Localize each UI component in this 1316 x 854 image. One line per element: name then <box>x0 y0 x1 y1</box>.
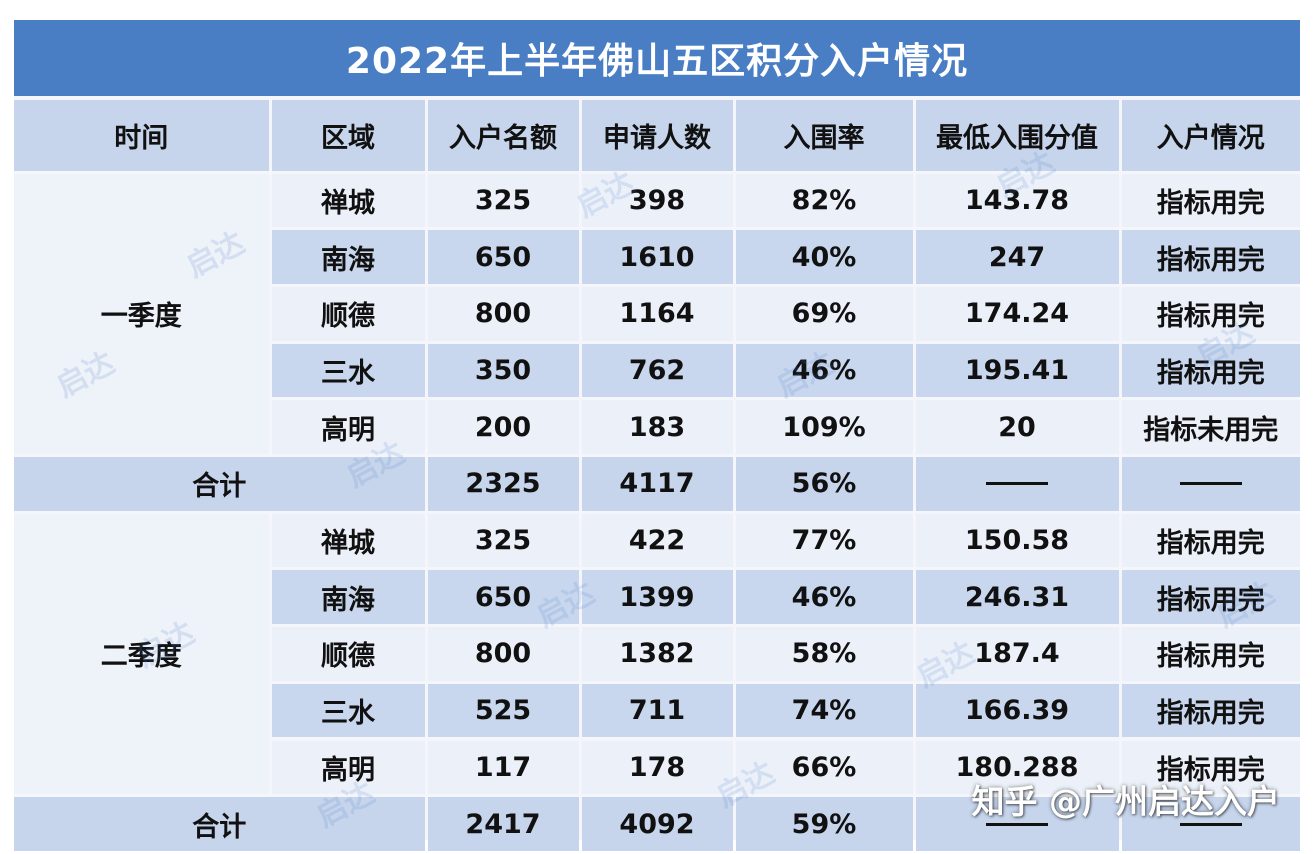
total-status <box>1121 797 1300 851</box>
cell-status: 指标用完 <box>1121 570 1300 625</box>
cell-status: 指标用完 <box>1121 740 1300 795</box>
cell-min-score: 174.24 <box>915 286 1119 341</box>
cell-rate: 109% <box>735 400 913 454</box>
cell-status: 指标用完 <box>1121 230 1300 284</box>
total-quota: 2417 <box>427 797 579 851</box>
cell-min-score: 143.78 <box>915 173 1119 228</box>
cell-quota: 325 <box>427 513 579 568</box>
header-quota: 入户名额 <box>427 99 579 171</box>
cell-min-score: 187.4 <box>915 627 1119 681</box>
cell-status: 指标用完 <box>1121 343 1300 398</box>
total-label: 合计 <box>14 797 425 851</box>
dash-placeholder <box>1179 482 1242 486</box>
cell-status: 指标未用完 <box>1121 400 1300 454</box>
cell-rate: 74% <box>735 683 913 738</box>
header-district: 区域 <box>271 99 425 171</box>
cell-applicants: 1610 <box>581 230 733 284</box>
total-min-score <box>915 797 1119 851</box>
cell-applicants: 183 <box>581 400 733 454</box>
cell-district: 三水 <box>271 343 425 398</box>
dash-placeholder <box>986 822 1048 826</box>
cell-quota: 350 <box>427 343 579 398</box>
cell-district: 禅城 <box>271 173 425 228</box>
header-time: 时间 <box>14 99 269 171</box>
total-quota: 2325 <box>427 457 579 511</box>
cell-rate: 40% <box>735 230 913 284</box>
cell-district: 禅城 <box>271 513 425 568</box>
total-status <box>1121 457 1300 511</box>
cell-applicants: 1399 <box>581 570 733 625</box>
total-min-score <box>915 457 1119 511</box>
cell-min-score: 247 <box>915 230 1119 284</box>
cell-district: 南海 <box>271 570 425 625</box>
total-rate: 59% <box>735 797 913 851</box>
total-rate: 56% <box>735 457 913 511</box>
cell-quota: 200 <box>427 400 579 454</box>
dash-placeholder <box>986 482 1048 486</box>
cell-status: 指标用完 <box>1121 173 1300 228</box>
source-credit: 知乎 @广州启达入户 <box>971 782 1281 821</box>
cell-rate: 58% <box>735 627 913 681</box>
cell-min-score: 20 <box>915 400 1119 454</box>
cell-rate: 66% <box>735 740 913 795</box>
cell-applicants: 1164 <box>581 286 733 341</box>
quarter-label: 二季度 <box>14 513 269 795</box>
cell-applicants: 711 <box>581 683 733 738</box>
cell-status: 指标用完 <box>1121 683 1300 738</box>
cell-applicants: 398 <box>581 173 733 228</box>
cell-rate: 77% <box>735 513 913 568</box>
cell-applicants: 1382 <box>581 627 733 681</box>
cell-status: 指标用完 <box>1121 513 1300 568</box>
cell-district: 三水 <box>271 683 425 738</box>
cell-quota: 650 <box>427 230 579 284</box>
dash-placeholder <box>1179 822 1242 826</box>
total-applicants: 4117 <box>581 457 733 511</box>
cell-status: 指标用完 <box>1121 286 1300 341</box>
cell-rate: 46% <box>735 570 913 625</box>
cell-rate: 69% <box>735 286 913 341</box>
quarter-label: 一季度 <box>14 173 269 454</box>
cell-applicants: 178 <box>581 740 733 795</box>
cell-quota: 117 <box>427 740 579 795</box>
total-label: 合计 <box>14 457 425 511</box>
cell-min-score: 150.58 <box>915 513 1119 568</box>
header-rate: 入围率 <box>735 99 913 171</box>
cell-status: 指标用完 <box>1121 627 1300 681</box>
cell-quota: 525 <box>427 683 579 738</box>
header-applicants: 申请人数 <box>581 99 733 171</box>
cell-quota: 325 <box>427 173 579 228</box>
header-min-score: 最低入围分值 <box>915 99 1119 171</box>
cell-rate: 82% <box>735 173 913 228</box>
cell-quota: 800 <box>427 627 579 681</box>
cell-min-score: 180.288 <box>915 740 1119 795</box>
cell-quota: 800 <box>427 286 579 341</box>
cell-rate: 46% <box>735 343 913 398</box>
cell-min-score: 246.31 <box>915 570 1119 625</box>
cell-quota: 650 <box>427 570 579 625</box>
cell-applicants: 762 <box>581 343 733 398</box>
cell-min-score: 166.39 <box>915 683 1119 738</box>
cell-district: 南海 <box>271 230 425 284</box>
cell-district: 顺德 <box>271 286 425 341</box>
table-title: 2022年上半年佛山五区积分入户情况 <box>14 20 1300 96</box>
cell-min-score: 195.41 <box>915 343 1119 398</box>
header-status: 入户情况 <box>1121 99 1300 171</box>
cell-district: 高明 <box>271 740 425 795</box>
cell-applicants: 422 <box>581 513 733 568</box>
cell-district: 顺德 <box>271 627 425 681</box>
table-frame: 2022年上半年佛山五区积分入户情况 时间 区域 入户名额 申请人数 入围率 最低入围分值… <box>14 20 1300 851</box>
total-applicants: 4092 <box>581 797 733 851</box>
cell-district: 高明 <box>271 400 425 454</box>
